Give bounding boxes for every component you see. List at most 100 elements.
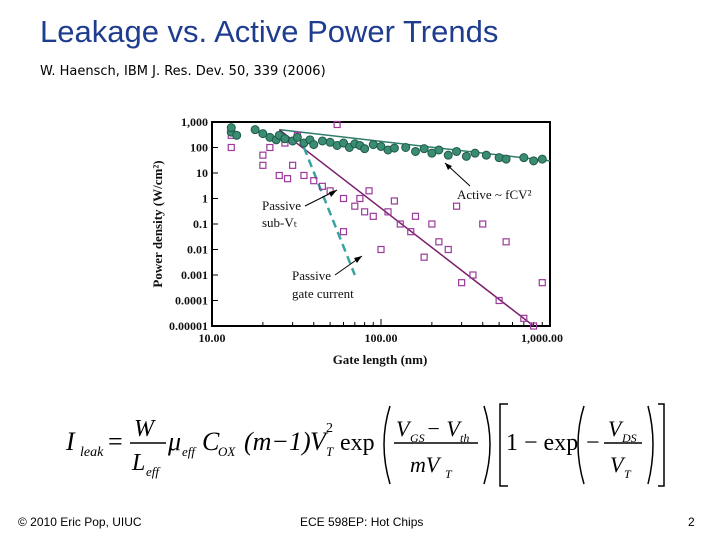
passive-data-point (538, 279, 546, 287)
active-data-point (376, 141, 386, 151)
footer-bar (0, 506, 720, 540)
active-data-point (434, 145, 444, 155)
active-data-point (226, 123, 236, 133)
passive-data-point (259, 161, 267, 169)
y-tick-label: 100 (190, 141, 208, 155)
eq-paren3-right (647, 405, 654, 485)
passive-data-point (339, 228, 348, 236)
passive-data-point (339, 194, 348, 203)
eq-frac1-den: L (131, 450, 145, 476)
active-data-point (419, 144, 429, 154)
passive-data-point (452, 202, 461, 210)
passive-data-point (502, 238, 510, 246)
eq-frac2-den-sub: T (445, 467, 453, 481)
eq-exp1: exp (340, 430, 375, 456)
passive-data-point (469, 271, 477, 279)
passive-data-point (365, 187, 373, 195)
leakage-equation: I leak = W L eff μ eff C OX (m−1) V T 2 … (65, 403, 665, 487)
passive-gate-label-line2: gate current (292, 286, 354, 301)
eq-frac2-num-sub1: GS (410, 431, 425, 445)
slide-subtitle: W. Haensch, IBM J. Res. Dev. 50, 339 (20… (40, 64, 326, 79)
y-tick-label: 0.01 (187, 243, 208, 257)
active-label: Active ~ fCV² (457, 187, 532, 202)
passive-data-point (420, 253, 428, 261)
passive-data-point (318, 182, 326, 190)
eq-frac2-num-mid: − V (426, 416, 462, 441)
active-data-point (529, 156, 539, 166)
eq-cox-sub: OX (218, 444, 236, 459)
passive-data-point (361, 208, 369, 216)
active-data-point (389, 143, 399, 153)
passive-data-point (390, 197, 398, 205)
active-data-point (461, 151, 471, 161)
eq-frac2-num-sub2: th (460, 431, 469, 445)
eq-frac2-den: mV (410, 452, 442, 477)
passive-data-point (259, 151, 267, 159)
eq-vt: V (310, 427, 329, 456)
active-data-point (501, 154, 511, 164)
active-data-point (309, 140, 319, 150)
active-data-point (519, 153, 529, 163)
y-tick-label: 1,000 (181, 115, 208, 129)
eq-vt-sub: T (326, 444, 334, 459)
eq-vt-sup: 2 (326, 421, 333, 436)
eq-frac3-num: V (608, 416, 624, 441)
eq-equals: = (108, 427, 123, 456)
footer-page-number: 2 (688, 515, 695, 529)
active-data-point (258, 129, 268, 139)
y-tick-label: 1 (202, 192, 208, 206)
passive-data-point (396, 220, 404, 228)
passive-data-point (356, 194, 364, 203)
active-data-point (292, 132, 302, 142)
active-data-point (481, 150, 491, 160)
eq-cox: C (202, 427, 220, 456)
active-data-point (232, 130, 242, 140)
passive-data-point (266, 143, 274, 152)
plot-area (211, 121, 551, 327)
eq-lhs: I (65, 427, 76, 456)
eq-one-minus-exp: 1 − exp (506, 430, 578, 456)
passive-data-point (444, 245, 452, 254)
eq-frac2-num-v: V (396, 416, 412, 441)
passive-data-point (377, 245, 385, 254)
eq-bracket-right (658, 403, 665, 487)
eq-frac1-den-sub: eff (146, 464, 161, 479)
active-data-point (401, 143, 411, 152)
eq-m-term: (m−1) (244, 427, 311, 456)
eq-frac3-num-sub: DS (621, 431, 637, 445)
passive-data-point (384, 208, 392, 216)
active-data-point (368, 140, 378, 150)
active-data-point (452, 146, 462, 156)
active-data-point (470, 148, 480, 158)
passive-data-point (310, 177, 318, 185)
active-data-point (339, 138, 349, 148)
active-data-point (537, 154, 547, 164)
eq-neg: − (586, 430, 600, 456)
y-tick-label: 10 (196, 166, 208, 180)
passive-sub-label-line1: Passive (262, 198, 301, 213)
active-data-point (317, 136, 327, 146)
x-tick-label: 10.00 (199, 331, 226, 345)
passive-data-point (275, 171, 283, 180)
passive-data-point (333, 120, 341, 129)
passive-data-point (520, 314, 528, 322)
y-tick-label: 0.1 (193, 217, 208, 231)
active-arrowhead (445, 163, 452, 170)
y-tick-label: 0.0001 (175, 294, 208, 308)
y-tick-label: 0.00001 (169, 319, 208, 333)
x-axis-label: Gate length (nm) (333, 352, 428, 367)
eq-frac3-den: V (610, 452, 626, 477)
footer-course: ECE 598EP: Hot Chips (300, 515, 424, 529)
eq-bracket-left (499, 403, 508, 487)
eq-lhs-sub: leak (80, 445, 104, 460)
passive-data-point (369, 212, 377, 220)
footer-copyright: © 2010 Eric Pop, UIUC (18, 515, 142, 529)
passive-data-point (530, 322, 538, 330)
passive-data-point (407, 228, 415, 236)
slide-title: Leakage vs. Active Power Trends (40, 14, 499, 49)
passive-data-point (435, 238, 443, 246)
passive-gate-trend-line (302, 147, 356, 276)
passive-subvt-trend-line (278, 129, 535, 327)
passive-data-point (458, 279, 466, 287)
